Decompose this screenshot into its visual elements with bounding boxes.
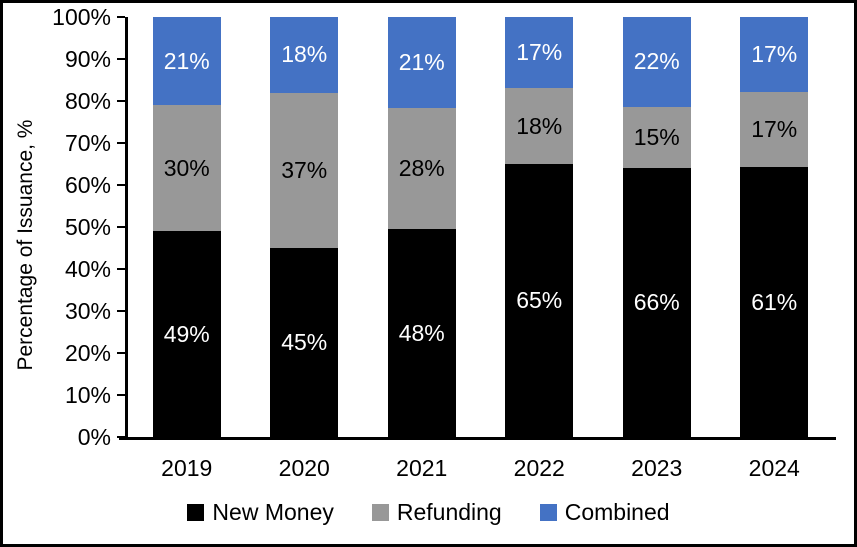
- x-axis-label-2024: 2024: [748, 455, 800, 481]
- bar-segment-new-money: 45%: [270, 247, 339, 437]
- legend-swatch-icon: [539, 504, 557, 521]
- y-tick-mark: [117, 310, 125, 312]
- bar-segment-new-money: 65%: [505, 163, 574, 437]
- data-label: 37%: [281, 156, 328, 183]
- legend-label: Refunding: [396, 499, 502, 525]
- bar-segment-refunding: 17%: [740, 92, 809, 168]
- bar-segment-new-money: 48%: [387, 229, 456, 437]
- legend-item-new-money: New Money: [187, 499, 334, 526]
- bar-segment-combined: 18%: [270, 17, 339, 93]
- stacked-bar-2021: 21% 28% 48%: [387, 17, 456, 437]
- bar-segment-refunding: 18%: [505, 88, 574, 164]
- bar-segment-new-money: 49%: [152, 231, 221, 437]
- data-label: 28%: [398, 155, 445, 182]
- bar-segment-combined: 22%: [622, 17, 691, 107]
- data-label: 21%: [163, 47, 210, 74]
- bar-slot-2019: 21% 30% 49%: [128, 17, 246, 437]
- y-tick-mark: [117, 352, 125, 354]
- bar-segment-combined: 21%: [152, 17, 221, 106]
- data-label: 18%: [516, 112, 563, 139]
- legend-item-refunding: Refunding: [371, 499, 502, 526]
- x-axis-label-2023: 2023: [631, 455, 683, 481]
- legend-swatch-icon: [371, 504, 389, 521]
- bar-segment-refunding: 28%: [387, 107, 456, 230]
- legend-label: Combined: [564, 499, 670, 525]
- y-tick-label: 70%: [64, 130, 111, 156]
- x-axis-label-2022: 2022: [513, 455, 565, 481]
- data-label: 30%: [163, 154, 210, 181]
- bar-segment-combined: 17%: [740, 17, 809, 93]
- bar-segment-combined: 21%: [387, 17, 456, 108]
- y-tick-label: 50%: [64, 214, 111, 240]
- bar-slot-2022: 17% 18% 65%: [481, 17, 599, 437]
- y-tick-label: 100%: [52, 4, 111, 30]
- bar-slot-2021: 21% 28% 48%: [363, 17, 481, 437]
- bar-segment-refunding: 37%: [270, 92, 339, 248]
- bar-segment-new-money: 66%: [622, 167, 691, 437]
- stacked-bar-2020: 18% 37% 45%: [270, 17, 339, 437]
- data-label: 18%: [281, 41, 328, 68]
- y-tick-label: 20%: [64, 340, 111, 366]
- y-tick-label: 10%: [64, 382, 111, 408]
- plot-area: 21% 30% 49% 18% 37% 45% 21% 28% 48% 17% 18% 65% 22% 1…: [128, 17, 833, 437]
- data-label: 21%: [398, 48, 445, 75]
- y-tick-mark: [117, 226, 125, 228]
- y-tick-mark: [117, 184, 125, 186]
- bar-segment-combined: 17%: [505, 17, 574, 89]
- x-axis-label-2020: 2020: [278, 455, 330, 481]
- y-tick-mark: [117, 268, 125, 270]
- bar-segment-refunding: 15%: [622, 106, 691, 168]
- y-tick-mark: [117, 142, 125, 144]
- x-axis-line: [119, 437, 836, 440]
- bar-slot-2020: 18% 37% 45%: [246, 17, 364, 437]
- y-tick-label: 60%: [64, 172, 111, 198]
- y-tick-mark: [117, 58, 125, 60]
- bar-segment-new-money: 61%: [740, 167, 809, 437]
- y-tick-label: 80%: [64, 88, 111, 114]
- y-tick-label: 40%: [64, 256, 111, 282]
- stacked-bar-2023: 22% 15% 66%: [622, 17, 691, 437]
- legend-swatch-icon: [187, 504, 205, 521]
- x-axis-label-2019: 2019: [161, 455, 213, 481]
- data-label: 65%: [516, 286, 563, 313]
- stacked-bar-2024: 17% 17% 61%: [740, 17, 809, 437]
- data-label: 49%: [163, 320, 210, 347]
- y-tick-mark: [117, 100, 125, 102]
- stacked-bar-2019: 21% 30% 49%: [152, 17, 221, 437]
- y-tick-mark: [117, 16, 125, 18]
- bar-slot-2024: 17% 17% 61%: [716, 17, 834, 437]
- data-label: 45%: [281, 328, 328, 355]
- y-tick-mark: [117, 394, 125, 396]
- data-label: 17%: [751, 41, 798, 68]
- bar-slot-2023: 22% 15% 66%: [598, 17, 716, 437]
- data-label: 17%: [516, 39, 563, 66]
- x-axis-labels: 2019 2020 2021 2022 2023 2024: [128, 455, 833, 482]
- legend-item-combined: Combined: [539, 499, 670, 526]
- legend: New Money Refunding Combined: [3, 499, 854, 526]
- legend-label: New Money: [212, 499, 334, 525]
- data-label: 15%: [633, 123, 680, 150]
- stacked-bar-2022: 17% 18% 65%: [505, 17, 574, 437]
- bar-segment-refunding: 30%: [152, 105, 221, 232]
- data-label: 66%: [633, 288, 680, 315]
- y-tick-label: 90%: [64, 46, 111, 72]
- y-tick-label: 30%: [64, 298, 111, 324]
- y-axis-title: Percentage of Issuance, %: [14, 119, 37, 371]
- data-label: 17%: [751, 116, 798, 143]
- x-axis-label-2021: 2021: [396, 455, 448, 481]
- data-label: 22%: [633, 48, 680, 75]
- data-label: 61%: [751, 288, 798, 315]
- data-label: 48%: [398, 319, 445, 346]
- y-tick-label: 0%: [77, 424, 111, 450]
- y-axis-line: [125, 17, 128, 437]
